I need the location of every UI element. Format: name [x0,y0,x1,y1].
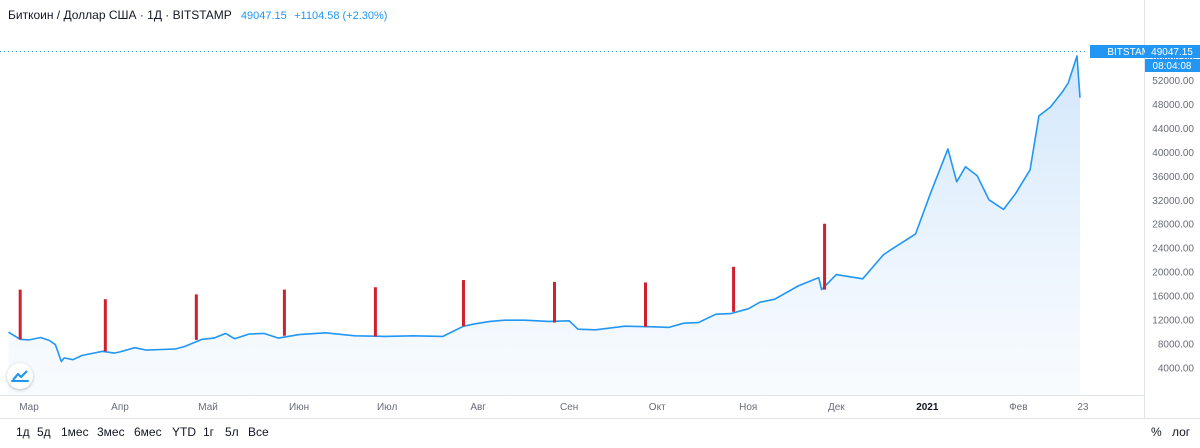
x-tick-label: 23 [1077,402,1089,413]
x-tick-label: Фев [1009,402,1027,413]
x-tick-label: Июн [289,402,309,413]
y-tick-label: 16000.00 [1152,292,1194,303]
x-tick-label: Мар [19,402,39,413]
range-5y[interactable]: 5л [225,425,239,439]
price-tag-exchange: BITSTAMP [1107,47,1157,58]
x-tick-label: Ноя [739,402,757,413]
x-tick-label: 2021 [916,402,939,413]
x-tick-label: Июл [377,402,397,413]
y-tick-label: 12000.00 [1152,316,1194,327]
y-tick-label: 8000.00 [1158,340,1195,351]
y-tick-label: 4000.00 [1158,364,1195,375]
price-tag-value-bg [1145,45,1200,58]
x-tick-label: Сен [560,402,578,413]
price-area [8,56,1080,395]
y-tick-label: 32000.00 [1152,196,1194,207]
range-3m[interactable]: 3мес [97,425,125,439]
tradingview-logo-icon [11,370,29,382]
range-5d[interactable]: 5д [37,425,51,439]
y-tick-label: 36000.00 [1152,172,1194,183]
symbol-header: Биткоин / Доллар США · 1Д · BITSTAMP 490… [8,8,387,22]
range-1d[interactable]: 1д [16,425,30,439]
percent-scale-button[interactable]: % [1151,425,1162,439]
price-line [8,55,1081,363]
price-tag-value: 49047.15 [1151,47,1193,58]
price-tag: BITSTAMP 49047.15 08:04:08 [1090,45,1200,72]
header-price: 49047.15 [240,10,287,22]
tradingview-logo-button[interactable] [7,363,33,389]
y-tick-label: 24000.00 [1152,244,1194,255]
bottom-toolbar: 1д 5д 1мес 3мес 6мес YTD 1г 5л Все % лог [0,418,1200,448]
countdown-timer: 08:04:08 [1153,61,1192,72]
y-tick-label: 44000.00 [1152,124,1194,135]
y-tick-label: 28000.00 [1152,220,1194,231]
countdown-bg [1145,59,1200,72]
y-tick-label: 40000.00 [1152,148,1194,159]
y-tick-label: 48000.00 [1152,100,1194,111]
x-tick-label: Май [198,402,218,413]
log-scale-button[interactable]: лог [1172,425,1191,439]
y-tick-label: 52000.00 [1152,76,1194,87]
time-axis[interactable]: Мар Апр Май Июн Июл Авг Сен Окт Ноя Дек 2021 Фев 23 [19,402,1089,413]
x-tick-label: Апр [111,402,129,413]
header-change: +1104.58 (+2.30%) [294,10,388,22]
range-1y[interactable]: 1г [203,425,215,439]
y-tick-label: 20000.00 [1152,268,1194,279]
range-6m[interactable]: 6мес [134,425,162,439]
range-ytd[interactable]: YTD [172,425,196,439]
x-tick-label: Дек [828,402,845,413]
range-all[interactable]: Все [248,425,269,439]
x-tick-label: Авг [470,402,486,413]
price-axis[interactable]: 4000.00 8000.00 12000.00 16000.00 20000.00 24… [1152,52,1194,375]
annotation-markers [18,223,827,352]
symbol-title: Биткоин / Доллар США · 1Д · BITSTAMP [8,8,232,22]
range-1m[interactable]: 1мес [61,425,89,439]
x-tick-label: Окт [649,402,666,413]
